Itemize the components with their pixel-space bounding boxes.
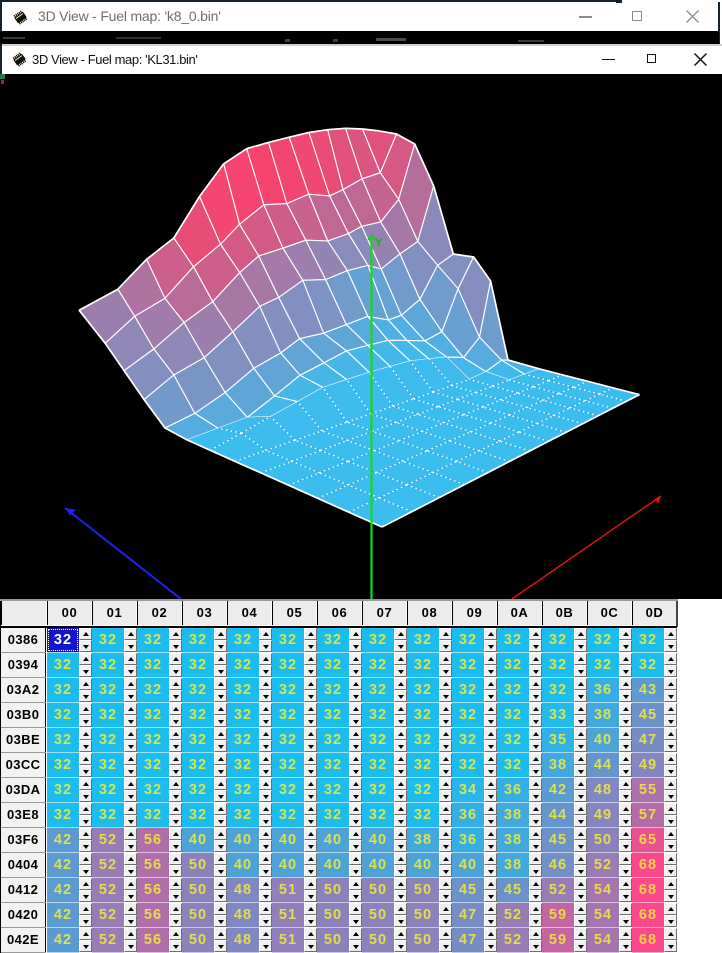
svg-text:Y: Y	[375, 237, 383, 249]
